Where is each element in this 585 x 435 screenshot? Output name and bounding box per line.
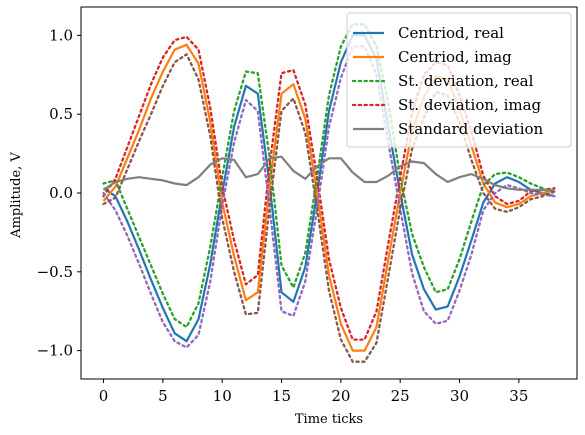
series-line-centriod-imag	[102, 43, 555, 352]
y-axis-ticks: −1.0 −0.5 0.0 0.5 1.0	[37, 26, 81, 360]
x-tick-label: 20	[331, 387, 350, 405]
legend-items: Centriod, real Centriod, imag St. deviatio…	[351, 24, 544, 138]
y-tick-label: 0.0	[49, 184, 73, 202]
x-tick-label: 30	[450, 387, 469, 405]
x-tick-label: 0	[99, 387, 109, 405]
legend-label-st-deviation-imag: St. deviation, imag	[398, 96, 542, 114]
x-tick-label: 15	[272, 387, 291, 405]
series-line-st-deviation-real	[102, 23, 556, 329]
y-axis-label: Amplitude, V	[9, 152, 24, 239]
series-line-unlabeled-4	[102, 45, 556, 349]
x-tick-label: 35	[509, 387, 528, 405]
legend-label-centriod-real: Centriod, real	[398, 24, 504, 42]
x-axis-label: Time ticks	[295, 412, 363, 427]
series-layer	[102, 23, 556, 363]
legend-label-st-deviation-real: St. deviation, real	[398, 72, 534, 90]
x-tick-label: 10	[213, 387, 232, 405]
legend: Centriod, real Centriod, imag St. deviatio…	[346, 12, 572, 148]
x-tick-label: 25	[391, 387, 410, 405]
legend-label-centriod-imag: Centriod, imag	[398, 48, 512, 66]
series-line-standard-deviation	[102, 155, 555, 191]
y-tick-label: −1.0	[37, 342, 73, 360]
series-line-st-deviation-imag	[102, 35, 556, 341]
series-line-unlabeled-5	[102, 53, 556, 363]
legend-box	[346, 12, 572, 148]
y-tick-label: 0.5	[49, 105, 73, 123]
series-line-centriod-real	[102, 34, 555, 343]
y-tick-label: 1.0	[49, 26, 73, 44]
legend-label-standard-deviation: Standard deviation	[398, 120, 544, 138]
x-axis-ticks: 0 5 10 15 20 25 30 35	[99, 379, 528, 405]
y-tick-label: −0.5	[37, 263, 73, 281]
x-tick-label: 5	[158, 387, 168, 405]
